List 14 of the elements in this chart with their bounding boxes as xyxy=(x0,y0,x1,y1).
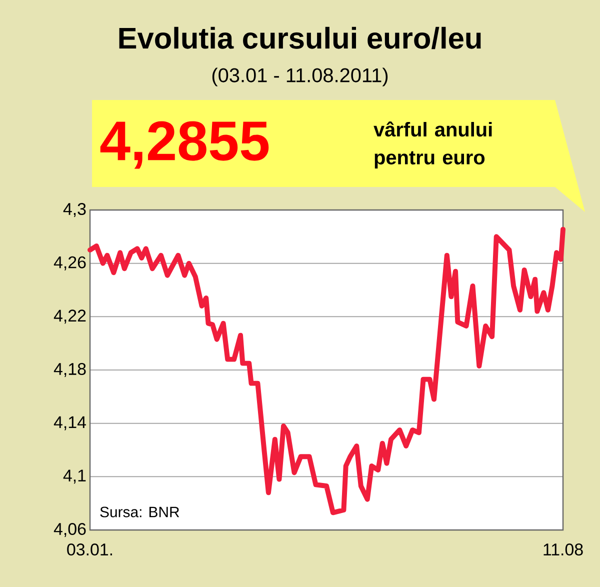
chart-title: Evolutia cursului euro/leu xyxy=(119,26,481,50)
y-tick-label: 4,3 xyxy=(63,202,86,217)
x-tick-label: 03.01. xyxy=(67,544,112,556)
annotation: Sursa: BNR xyxy=(100,506,180,518)
y-tick-label: 4,26 xyxy=(54,256,86,270)
y-tick-label: 4,14 xyxy=(54,416,86,430)
x-tick-label: 11.08 xyxy=(544,544,583,556)
y-tick-label: 4,22 xyxy=(54,310,86,324)
text: 4,2855 xyxy=(100,121,269,169)
y-tick-label: 4,1 xyxy=(63,470,86,484)
text: vârful anului pentru euro xyxy=(374,122,492,168)
chart-subtitle: (03.01 - 11.08.2011) xyxy=(212,68,388,86)
y-tick-label: 4,06 xyxy=(54,522,86,537)
y-tick-label: 4,18 xyxy=(54,362,86,377)
